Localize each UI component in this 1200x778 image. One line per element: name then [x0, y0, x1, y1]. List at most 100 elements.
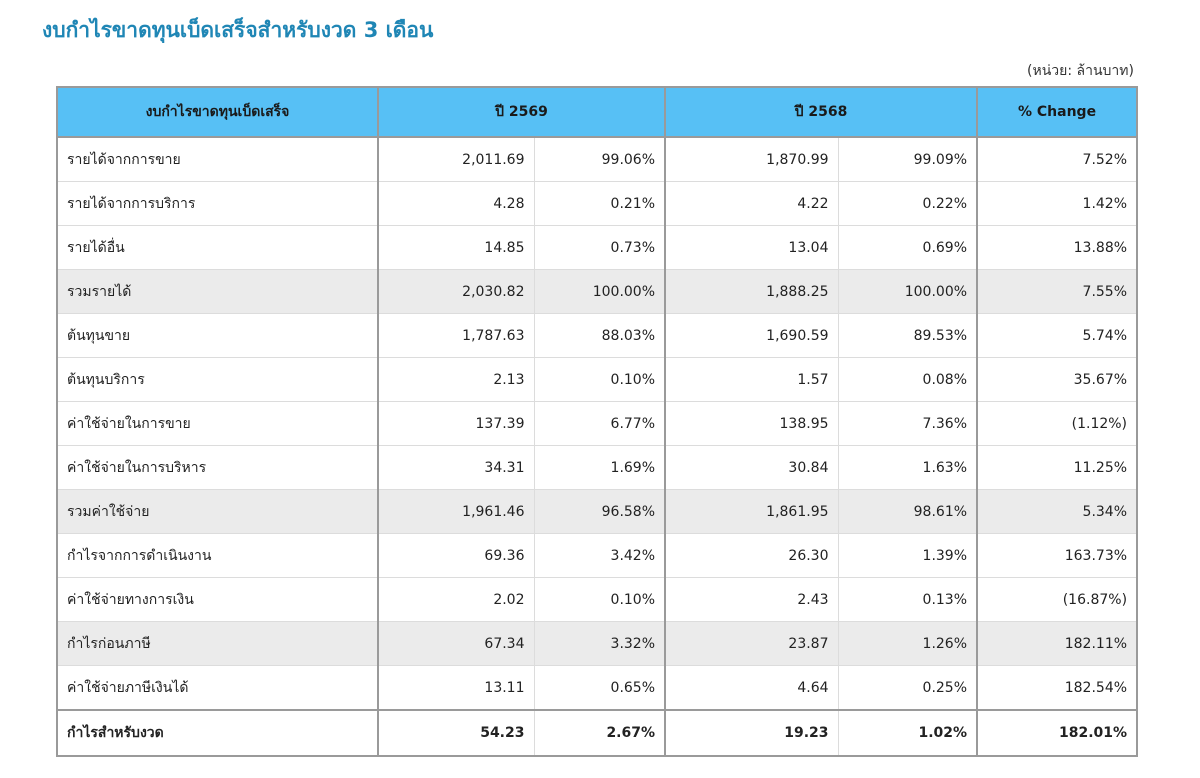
percent-2568: 99.09%	[837, 136, 979, 182]
percent-2568: 1.02%	[837, 709, 979, 757]
row-label: ค่าใช้จ่ายทางการเงิน	[56, 577, 379, 622]
table-row: รายได้จากการขาย 2,011.69 99.06% 1,870.99 99.…	[56, 136, 1139, 182]
percent-2569: 0.10%	[533, 357, 667, 402]
percent-2569: 99.06%	[533, 136, 667, 182]
table-row: รวมค่าใช้จ่าย 1,961.46 96.58% 1,861.95 98.61…	[56, 489, 1139, 534]
percent-2568: 7.36%	[837, 401, 979, 446]
percent-2568: 89.53%	[837, 313, 979, 358]
value-2569: 2.13	[377, 357, 535, 402]
value-2569: 54.23	[377, 709, 535, 757]
row-label: รายได้จากการขาย	[56, 136, 379, 182]
percent-2568: 0.69%	[837, 225, 979, 270]
unit-note: (หน่วย: ล้านบาท)	[1027, 63, 1134, 79]
value-2568: 1.57	[664, 357, 839, 402]
page-title: งบกำไรขาดทุนเบ็ดเสร็จสำหรับงวด 3 เดือน	[42, 18, 434, 42]
percent-2569: 3.32%	[533, 621, 667, 666]
percent-2569: 96.58%	[533, 489, 667, 534]
percent-2568: 0.08%	[837, 357, 979, 402]
percent-2568: 1.63%	[837, 445, 979, 490]
percent-2569: 6.77%	[533, 401, 667, 446]
value-2568: 30.84	[664, 445, 839, 490]
row-label: ค่าใช้จ่ายภาษีเงินได้	[56, 665, 379, 711]
percent-2569: 0.73%	[533, 225, 667, 270]
percent-2568: 0.22%	[837, 181, 979, 226]
row-label: รวมค่าใช้จ่าย	[56, 489, 379, 534]
percent-2569: 0.10%	[533, 577, 667, 622]
header-change: % Change	[976, 86, 1139, 138]
header-year-2569: ปี 2569	[376, 86, 667, 138]
percent-change: 1.42%	[976, 181, 1139, 226]
table-row: กำไรก่อนภาษี 67.34 3.32% 23.87 1.26% 182.11%	[56, 621, 1139, 666]
row-label: กำไรก่อนภาษี	[56, 621, 379, 666]
percent-change: 7.55%	[976, 269, 1139, 314]
percent-change: 5.34%	[976, 489, 1139, 534]
row-label: ต้นทุนขาย	[56, 313, 379, 358]
table-row: กำไรจากการดำเนินงาน 69.36 3.42% 26.30 1.39% 1…	[56, 533, 1139, 578]
table-row: ค่าใช้จ่ายในการขาย 137.39 6.77% 138.95 7.36%…	[56, 401, 1139, 446]
table-row: รายได้จากการบริการ 4.28 0.21% 4.22 0.22% 1.42…	[56, 181, 1139, 226]
header-item: งบกำไรขาดทุนเบ็ดเสร็จ	[56, 86, 379, 138]
value-2569: 67.34	[377, 621, 535, 666]
value-2568: 1,690.59	[664, 313, 839, 358]
percent-change: 35.67%	[976, 357, 1139, 402]
percent-2568: 98.61%	[837, 489, 979, 534]
table-row: ค่าใช้จ่ายทางการเงิน 2.02 0.10% 2.43 0.13% (1…	[56, 577, 1139, 622]
percent-2569: 2.67%	[533, 709, 667, 757]
value-2568: 13.04	[664, 225, 839, 270]
value-2568: 1,888.25	[664, 269, 839, 314]
table-row: ค่าใช้จ่ายภาษีเงินได้ 13.11 0.65% 4.64 0.25%…	[56, 665, 1139, 711]
header-year-2568: ปี 2568	[664, 86, 979, 138]
table-header-row: งบกำไรขาดทุนเบ็ดเสร็จ ปี 2569 ปี 2568 % …	[56, 86, 1139, 138]
percent-change: 5.74%	[976, 313, 1139, 358]
income-statement-table: งบกำไรขาดทุนเบ็ดเสร็จ ปี 2569 ปี 2568 % …	[56, 86, 1139, 757]
value-2569: 1,787.63	[377, 313, 535, 358]
table-row: ต้นทุนขาย 1,787.63 88.03% 1,690.59 89.53% 5.7…	[56, 313, 1139, 358]
percent-2568: 100.00%	[837, 269, 979, 314]
table-row: รายได้อื่น 14.85 0.73% 13.04 0.69% 13.88%	[56, 225, 1139, 270]
percent-change: 182.01%	[976, 709, 1139, 757]
value-2568: 2.43	[664, 577, 839, 622]
percent-2568: 1.26%	[837, 621, 979, 666]
percent-change: 11.25%	[976, 445, 1139, 490]
percent-change: 163.73%	[976, 533, 1139, 578]
value-2569: 14.85	[377, 225, 535, 270]
value-2568: 1,861.95	[664, 489, 839, 534]
row-label: ค่าใช้จ่ายในการบริหาร	[56, 445, 379, 490]
percent-change: (1.12%)	[976, 401, 1139, 446]
percent-change: 13.88%	[976, 225, 1139, 270]
value-2568: 4.22	[664, 181, 839, 226]
value-2569: 2.02	[377, 577, 535, 622]
row-label: รวมรายได้	[56, 269, 379, 314]
table-row: รวมรายได้ 2,030.82 100.00% 1,888.25 100.00% 7…	[56, 269, 1139, 314]
percent-change: (16.87%)	[976, 577, 1139, 622]
value-2568: 138.95	[664, 401, 839, 446]
percent-2568: 0.13%	[837, 577, 979, 622]
row-label: รายได้จากการบริการ	[56, 181, 379, 226]
percent-2569: 0.21%	[533, 181, 667, 226]
value-2569: 13.11	[377, 665, 535, 711]
percent-2568: 0.25%	[837, 665, 979, 711]
table-row: ต้นทุนบริการ 2.13 0.10% 1.57 0.08% 35.67%	[56, 357, 1139, 402]
percent-change: 182.11%	[976, 621, 1139, 666]
value-2569: 2,011.69	[377, 136, 535, 182]
value-2569: 34.31	[377, 445, 535, 490]
value-2569: 2,030.82	[377, 269, 535, 314]
row-label: ค่าใช้จ่ายในการขาย	[56, 401, 379, 446]
table-body: รายได้จากการขาย 2,011.69 99.06% 1,870.99 99.…	[56, 136, 1139, 757]
value-2568: 26.30	[664, 533, 839, 578]
row-label: กำไรจากการดำเนินงาน	[56, 533, 379, 578]
row-label: รายได้อื่น	[56, 225, 379, 270]
percent-change: 7.52%	[976, 136, 1139, 182]
value-2569: 4.28	[377, 181, 535, 226]
value-2569: 1,961.46	[377, 489, 535, 534]
percent-2568: 1.39%	[837, 533, 979, 578]
value-2569: 137.39	[377, 401, 535, 446]
value-2569: 69.36	[377, 533, 535, 578]
row-label: กำไรสำหรับงวด	[56, 709, 379, 757]
percent-2569: 0.65%	[533, 665, 667, 711]
table-row: กำไรสำหรับงวด 54.23 2.67% 19.23 1.02% 182.01%	[56, 709, 1139, 757]
value-2568: 4.64	[664, 665, 839, 711]
percent-change: 182.54%	[976, 665, 1139, 711]
percent-2569: 100.00%	[533, 269, 667, 314]
percent-2569: 88.03%	[533, 313, 667, 358]
